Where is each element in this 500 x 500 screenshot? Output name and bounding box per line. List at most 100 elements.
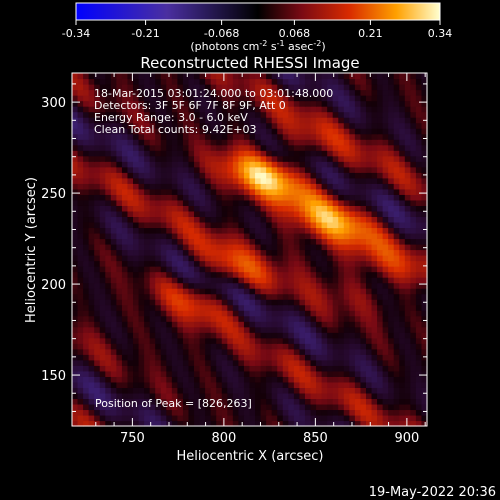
heatmap-cell xyxy=(316,315,323,322)
heatmap-cell xyxy=(365,409,373,416)
heatmap-cell xyxy=(260,354,267,361)
heatmap-cell xyxy=(216,133,223,140)
heatmap-cell xyxy=(210,354,217,361)
heatmap-cell xyxy=(121,354,129,361)
heatmap-cell xyxy=(227,188,234,195)
heatmap-cell xyxy=(88,277,95,284)
heatmap-cell xyxy=(149,89,156,96)
heatmap-cell xyxy=(310,266,317,273)
heatmap-cell xyxy=(221,398,228,405)
heatmap-cell xyxy=(399,155,406,162)
heatmap-cell xyxy=(321,183,328,190)
heatmap-cell xyxy=(343,343,350,350)
heatmap-cell xyxy=(160,216,167,223)
heatmap-cell xyxy=(421,166,428,173)
heatmap-cell xyxy=(127,155,134,162)
heatmap-cell xyxy=(188,409,195,416)
heatmap-cell xyxy=(365,376,373,383)
heatmap-cell xyxy=(138,420,145,427)
heatmap-cell xyxy=(377,89,384,96)
heatmap-cell xyxy=(199,232,206,240)
heatmap-cell xyxy=(83,106,90,113)
heatmap-cell xyxy=(343,310,350,317)
heatmap-cell xyxy=(199,315,206,322)
heatmap-cell xyxy=(377,409,384,416)
heatmap-cell xyxy=(171,398,178,405)
heatmap-cell xyxy=(77,177,84,184)
heatmap-cell xyxy=(282,172,289,179)
heatmap-cell xyxy=(327,188,334,195)
heatmap-cell xyxy=(266,266,273,273)
heatmap-cell xyxy=(144,150,151,157)
heatmap-cell xyxy=(266,271,273,278)
heatmap-cell xyxy=(255,128,262,135)
heatmap-cell xyxy=(121,299,129,306)
heatmap-cell xyxy=(166,376,173,383)
heatmap-cell xyxy=(127,337,134,344)
heatmap-cell xyxy=(149,172,156,179)
heatmap-cell xyxy=(293,210,301,218)
heatmap-cell xyxy=(304,420,312,427)
heatmap-cell xyxy=(288,117,295,124)
heatmap-cell xyxy=(377,166,384,173)
heatmap-cell xyxy=(205,370,212,377)
heatmap-cell xyxy=(260,376,267,383)
heatmap-cell xyxy=(299,354,306,361)
heatmap-cell xyxy=(249,172,256,179)
heatmap-cell xyxy=(105,348,112,355)
heatmap-cell xyxy=(110,216,117,223)
heatmap-cell xyxy=(232,304,240,311)
heatmap-cell xyxy=(77,392,84,400)
heatmap-cell xyxy=(399,321,406,328)
heatmap-cell xyxy=(371,332,378,339)
x-tick-label: 850 xyxy=(303,431,328,446)
heatmap-cell xyxy=(188,255,195,262)
heatmap-cell xyxy=(77,304,84,311)
heatmap-cell xyxy=(404,343,411,350)
heatmap-cell xyxy=(188,106,195,113)
heatmap-cell xyxy=(332,326,339,333)
heatmap-cell xyxy=(227,288,234,295)
heatmap-cell xyxy=(349,321,356,328)
heatmap-cell xyxy=(133,376,140,383)
heatmap-cell xyxy=(393,398,400,405)
heatmap-cell xyxy=(382,95,389,102)
heatmap-cell xyxy=(133,243,140,251)
heatmap-cell xyxy=(182,354,190,361)
heatmap-cell xyxy=(199,381,206,388)
heatmap-cell xyxy=(182,161,190,168)
heatmap-cell xyxy=(116,194,123,201)
heatmap-cell xyxy=(83,227,90,234)
heatmap-cell xyxy=(404,238,411,245)
heatmap-cell xyxy=(421,321,428,328)
heatmap-cell xyxy=(72,183,79,190)
heatmap-cell xyxy=(316,210,323,218)
heatmap-cell xyxy=(216,122,223,129)
heatmap-cell xyxy=(116,282,123,289)
heatmap-cell xyxy=(144,243,151,251)
heatmap-cell xyxy=(393,420,400,427)
heatmap-cell xyxy=(299,420,306,427)
heatmap-cell xyxy=(121,304,129,311)
heatmap-cell xyxy=(221,403,228,411)
heatmap-cell xyxy=(310,139,317,146)
heatmap-cell xyxy=(77,376,84,383)
heatmap-cell xyxy=(138,243,145,251)
heatmap-cell xyxy=(277,409,284,416)
heatmap-cell xyxy=(227,238,234,245)
heatmap-cell xyxy=(110,221,117,229)
heatmap-cell xyxy=(277,277,284,284)
heatmap-cell xyxy=(421,161,428,168)
heatmap-cell xyxy=(282,332,289,339)
heatmap-cell xyxy=(377,260,384,267)
heatmap-cell xyxy=(371,266,378,273)
heatmap-cell xyxy=(327,277,334,284)
heatmap-cell xyxy=(155,188,162,195)
heatmap-cell xyxy=(238,293,245,300)
heatmap-cell xyxy=(293,122,301,129)
heatmap-cell xyxy=(160,409,167,416)
heatmap-cell xyxy=(266,370,273,377)
heatmap-cell xyxy=(210,348,217,355)
heatmap-cell xyxy=(105,310,112,317)
heatmap-cell xyxy=(221,260,228,267)
